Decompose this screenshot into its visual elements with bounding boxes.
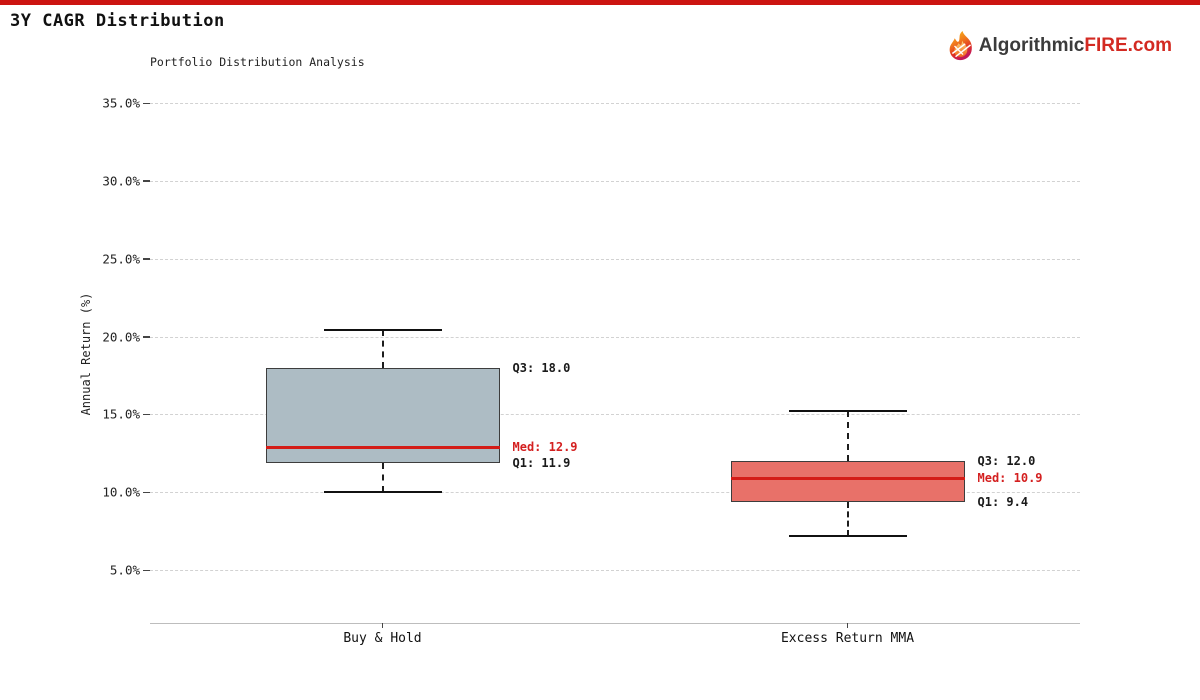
whisker-lower-excess-return-mma [846, 501, 849, 536]
chart-subtitle: Portfolio Distribution Analysis [150, 55, 365, 69]
median-line-buy-hold [265, 445, 500, 449]
y-gridline [150, 336, 1080, 338]
y-tick-mark [143, 180, 150, 182]
whisker-upper-buy-hold [381, 330, 384, 368]
q1-label-excess-return-mma: Q1: 9.4 [977, 494, 1029, 509]
whisker-upper-excess-return-mma [846, 411, 849, 462]
brand-text: AlgorithmicFIRE.com [979, 35, 1172, 57]
brand-logo: AlgorithmicFIRE.com [949, 31, 1172, 61]
y-tick-label: 10.0% [102, 484, 140, 500]
y-gridline [150, 180, 1080, 182]
y-gridline [150, 570, 1080, 571]
x-tick-buy-hold [381, 623, 384, 628]
y-gridline [150, 492, 1080, 494]
page-title: 3Y CAGR Distribution [10, 11, 225, 31]
median-label-excess-return-mma: Med: 10.9 [977, 471, 1043, 486]
q3-label-buy-hold: Q3: 18.0 [512, 360, 571, 375]
top-accent-bar [0, 0, 1200, 5]
y-tick-mark [143, 102, 150, 104]
x-axis-line [150, 623, 1080, 624]
y-tick-mark [143, 258, 150, 260]
whisker-cap-low-excess-return-mma [788, 534, 907, 537]
y-gridline [150, 103, 1080, 104]
flame-icon [949, 31, 972, 61]
whisker-cap-high-excess-return-mma [788, 410, 907, 413]
box-excess-return-mma [730, 461, 965, 502]
y-gridline [150, 258, 1080, 260]
y-tick-label: 15.0% [102, 406, 140, 422]
brand-prefix: Algorithmic [978, 35, 1085, 56]
x-tick-excess-return-mma [846, 623, 849, 628]
whisker-cap-high-buy-hold [323, 329, 442, 332]
whisker-lower-buy-hold [381, 462, 384, 493]
q1-label-buy-hold: Q1: 11.9 [512, 455, 571, 470]
y-tick-mark [143, 569, 150, 571]
y-gridline [150, 414, 1080, 416]
y-tick-mark [143, 413, 150, 416]
x-category-label-buy-hold: Buy & Hold [343, 631, 422, 646]
y-tick-label: 35.0% [102, 95, 140, 111]
y-tick-label: 25.0% [102, 251, 140, 267]
y-tick-label: 5.0% [109, 562, 140, 578]
y-tick-label: 30.0% [102, 173, 140, 189]
x-category-label-excess-return-mma: Excess Return MMA [780, 631, 915, 646]
median-line-excess-return-mma [730, 476, 965, 480]
median-label-buy-hold: Med: 12.9 [512, 440, 578, 455]
whisker-cap-low-buy-hold [323, 491, 442, 494]
y-tick-label: 20.0% [102, 329, 140, 344]
q3-label-excess-return-mma: Q3: 12.0 [977, 454, 1036, 469]
y-tick-mark [143, 491, 150, 494]
brand-suffix: .com [1127, 35, 1172, 56]
y-tick-mark [143, 336, 150, 338]
brand-highlight: FIRE [1084, 35, 1128, 56]
